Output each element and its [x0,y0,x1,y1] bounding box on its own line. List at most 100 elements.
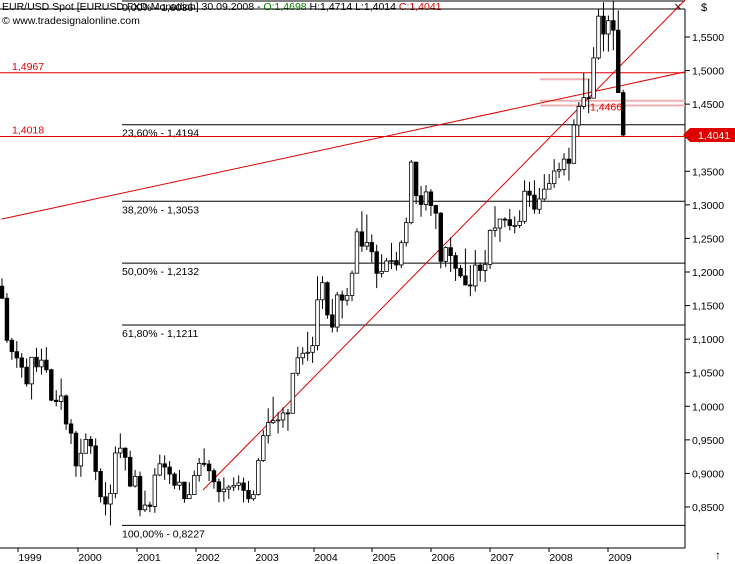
candle-down [147,504,153,507]
x-tick-label: 1999 [18,552,42,564]
candle-up [591,57,596,99]
candle-down [127,456,133,487]
x-tick-label: 2008 [549,552,573,564]
candle-down [98,471,103,498]
y-tick-label: 1,0500 [692,368,724,380]
candle-down [123,447,128,458]
candle-down [34,356,39,368]
trendline-rising [202,0,686,491]
y-tick-label: 0,9000 [692,468,724,480]
candle-up [482,263,488,271]
candle-down [88,438,93,447]
candle-up [408,161,414,224]
horizontal-level-label: 1,4018 [12,125,44,137]
candle-down [369,242,374,253]
candle-down [4,297,10,341]
y-tick-label: 1,2500 [692,233,724,245]
x-tick-label: 2004 [314,552,338,564]
candle-down [433,205,439,214]
candle-up [596,15,601,59]
candle-down [167,466,172,475]
candle-up [295,357,300,374]
candle-down [468,284,473,287]
candle-up [492,227,498,231]
candle-up [39,359,44,368]
candle-down [172,473,177,486]
fib-level-label: 100,00% - 0,8227 [122,528,205,540]
candle-up [561,158,567,170]
fib-level-label: 50,00% - 1,2132 [122,266,199,278]
trendline-long [1,71,686,220]
candle-down [413,161,419,197]
candle-up [497,218,503,229]
candle-up [290,372,296,414]
y-tick-label: 1,5000 [692,66,724,78]
candle-up [177,481,182,486]
candle-down [9,339,15,353]
candle-down [478,264,483,271]
candle-up [108,493,113,505]
candle-down [601,15,606,35]
candle-up [571,124,577,164]
candle-down [458,267,463,277]
candle-down [502,218,508,221]
candle-up [231,484,236,488]
price-tag-label: 1,4041 [698,130,730,142]
open-value: O:1,4698 [263,1,307,13]
candle-up [132,476,138,487]
y-tick-label: 1,2000 [692,267,724,279]
candle-up [236,482,241,486]
candle-up [142,504,148,511]
candle-up [187,494,192,500]
high-low-value: H:1,4714 L:1,4014 [306,1,399,13]
candle-up [354,231,360,274]
candle-down [325,282,330,316]
candle-up [576,106,582,126]
candle-down [428,191,434,206]
candle-down [103,496,108,505]
x-tick-label: 2001 [137,552,161,564]
candle-up [404,222,409,244]
candle-up [443,247,448,262]
candle-up [335,294,340,328]
candle-up [344,295,350,301]
candle-down [14,351,19,359]
close-value: C:1,4041 [398,1,442,13]
candle-down [527,190,532,196]
candle-down [54,399,59,402]
candle-up [83,438,89,454]
instrument-title: EUR/USD Spot [EURUSD FXD Monatlich] 30.0… [2,1,264,13]
candle-up [389,260,394,262]
candle-up [270,420,276,424]
candle-up [517,220,522,226]
candle-down [216,481,222,493]
candle-up [606,20,611,35]
x-tick-label: 2009 [608,552,632,564]
credit-text: © www.tradesignalonline.com [2,15,140,27]
candle-up [556,169,562,172]
fib-level-label: 61,80% - 1,1211 [122,328,198,340]
scroll-up-arrow-icon[interactable]: ↑ [715,548,721,562]
candle-up [542,188,547,200]
candle-up [581,97,586,107]
y-tick-label: 1,3000 [692,200,724,212]
horizontal-level-label: 1,4967 [12,61,44,73]
candle-down [620,92,626,136]
candle-down [394,260,399,266]
candle-up [152,474,158,507]
y-tick-label: 1,3500 [692,166,724,178]
candle-down [586,97,591,100]
candle-up [551,170,557,185]
price-tag [683,127,735,142]
candle-down [330,314,335,328]
candle-up [537,198,542,210]
candle-down [418,195,424,205]
candle-up [226,486,231,490]
candle-down [374,251,379,274]
candle-down [182,481,187,500]
candle-down [246,490,251,500]
candle-down [448,247,453,257]
fib-level-label: 38,20% - 1,3053 [122,204,199,216]
candle-up [310,345,315,353]
